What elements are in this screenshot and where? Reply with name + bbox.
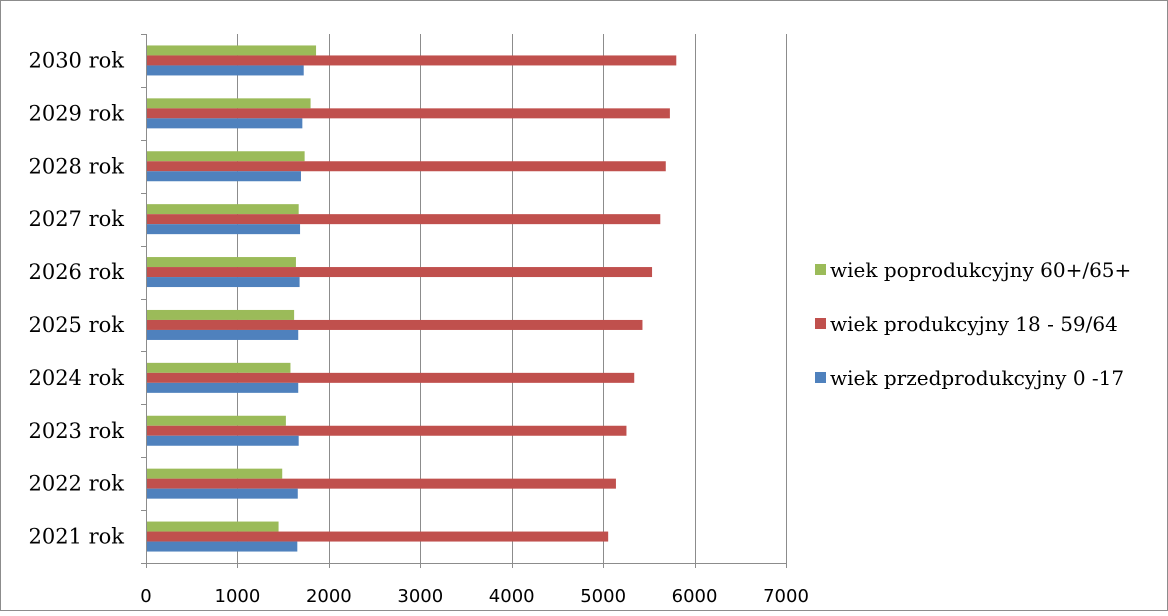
bar-przedprodukcyjny-2024-rok [147,382,299,393]
grid-lines [237,34,787,563]
legend-label: wiek produkcyjny 18 - 59/64 [830,312,1118,336]
bar-przedprodukcyjny-2025-rok [147,329,299,340]
bar-produkcyjny-2030-rok [147,55,677,66]
category-label: 2026 rok [28,260,124,284]
x-tick-label: 0 [140,586,151,607]
bar-produkcyjny-2024-rok [147,372,635,383]
category-label: 2022 rok [28,472,124,496]
legend-label: wiek poprodukcyjny 60+/65+ [830,258,1131,282]
legend-swatch [815,318,826,329]
x-tick-label: 4000 [489,586,535,607]
bar-poprodukcyjny-2029-rok [147,98,311,109]
bar-produkcyjny-2027-rok [147,214,661,225]
bar-poprodukcyjny-2030-rok [147,45,317,56]
bar-poprodukcyjny-2022-rok [147,468,283,479]
bar-produkcyjny-2021-rok [147,531,609,542]
x-tick-label: 1000 [215,586,261,607]
x-tick-label: 3000 [397,586,443,607]
bar-przedprodukcyjny-2027-rok [147,224,301,235]
bar-przedprodukcyjny-2030-rok [147,65,304,76]
bar-przedprodukcyjny-2023-rok [147,435,299,446]
bar-poprodukcyjny-2024-rok [147,362,291,373]
category-label: 2025 rok [28,313,124,337]
category-labels: 2021 rok 2022 rok 2023 rok 2024 rok 2025 rok… [28,48,124,548]
bar-poprodukcyjny-2026-rok [147,257,296,268]
bar-przedprodukcyjny-2028-rok [147,171,301,182]
category-label: 2030 rok [28,48,124,72]
x-tick-label: 7000 [763,586,809,607]
x-tick-label: 2000 [306,586,352,607]
x-tick-label: 5000 [580,586,626,607]
category-label: 2024 rok [28,366,124,390]
legend-swatch [815,372,826,383]
category-label: 2029 rok [28,101,124,125]
x-tick-labels: 0 1000 2000 3000 4000 5000 6000 7000 [140,586,809,607]
bar-poprodukcyjny-2025-rok [147,309,295,320]
bar-produkcyjny-2029-rok [147,108,670,119]
bar-poprodukcyjny-2028-rok [147,151,305,162]
bar-poprodukcyjny-2027-rok [147,204,299,215]
category-label: 2028 rok [28,154,124,178]
bar-produkcyjny-2023-rok [147,425,627,436]
bar-przedprodukcyjny-2029-rok [147,118,303,129]
bar-produkcyjny-2022-rok [147,478,616,489]
bar-produkcyjny-2026-rok [147,267,653,278]
bar-przedprodukcyjny-2026-rok [147,277,300,288]
category-label: 2023 rok [28,419,124,443]
bar-przedprodukcyjny-2021-rok [147,541,298,552]
bars [147,45,677,552]
legend-swatch [815,264,826,275]
axes [141,34,787,568]
bar-produkcyjny-2025-rok [147,319,643,330]
legend-label: wiek przedprodukcyjny 0 -17 [830,366,1124,390]
bar-poprodukcyjny-2023-rok [147,415,286,426]
category-label: 2021 rok [28,525,124,549]
bar-produkcyjny-2028-rok [147,161,666,172]
bar-przedprodukcyjny-2022-rok [147,488,298,499]
category-label: 2027 rok [28,207,124,231]
bar-poprodukcyjny-2021-rok [147,521,279,532]
x-tick-label: 6000 [672,586,718,607]
legend: wiek poprodukcyjny 60+/65+ wiek produkcyj… [815,258,1131,390]
